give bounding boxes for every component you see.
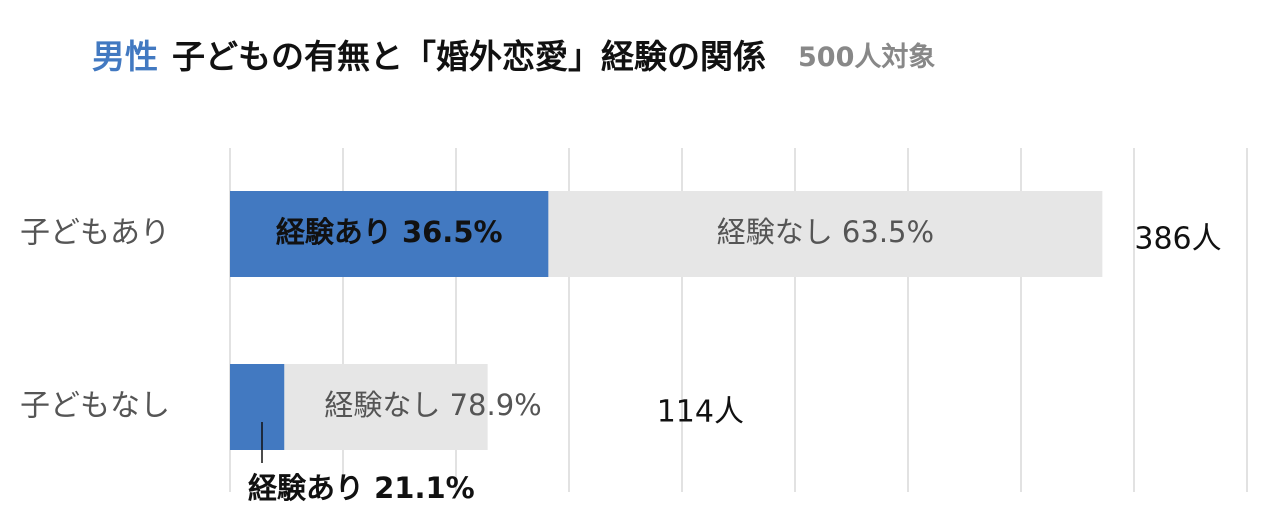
bar-segment — [284, 364, 488, 450]
value-label: 経験なし 78.9% — [324, 388, 541, 422]
total-label: 114人 — [657, 395, 744, 430]
bar-segment — [548, 191, 1103, 277]
bar-segment — [230, 191, 549, 277]
title-main: 子どもの有無と「婚外恋愛」経験の関係 — [172, 37, 766, 76]
value-label: 経験あり 36.5% — [276, 215, 503, 249]
category-label: 子どもあり — [20, 216, 170, 251]
title-prefix: 男性 — [92, 37, 158, 76]
subtitle: 500人対象 — [798, 41, 935, 73]
value-label: 経験なし 63.5% — [717, 215, 934, 249]
bar-segment — [230, 364, 285, 450]
value-label: 経験あり 21.1% — [248, 471, 475, 505]
category-label: 子どもなし — [20, 389, 170, 424]
chart-title: 男性 子どもの有無と「婚外恋愛」経験の関係 500人対象 — [92, 37, 935, 76]
total-label: 386人 — [1134, 222, 1221, 257]
